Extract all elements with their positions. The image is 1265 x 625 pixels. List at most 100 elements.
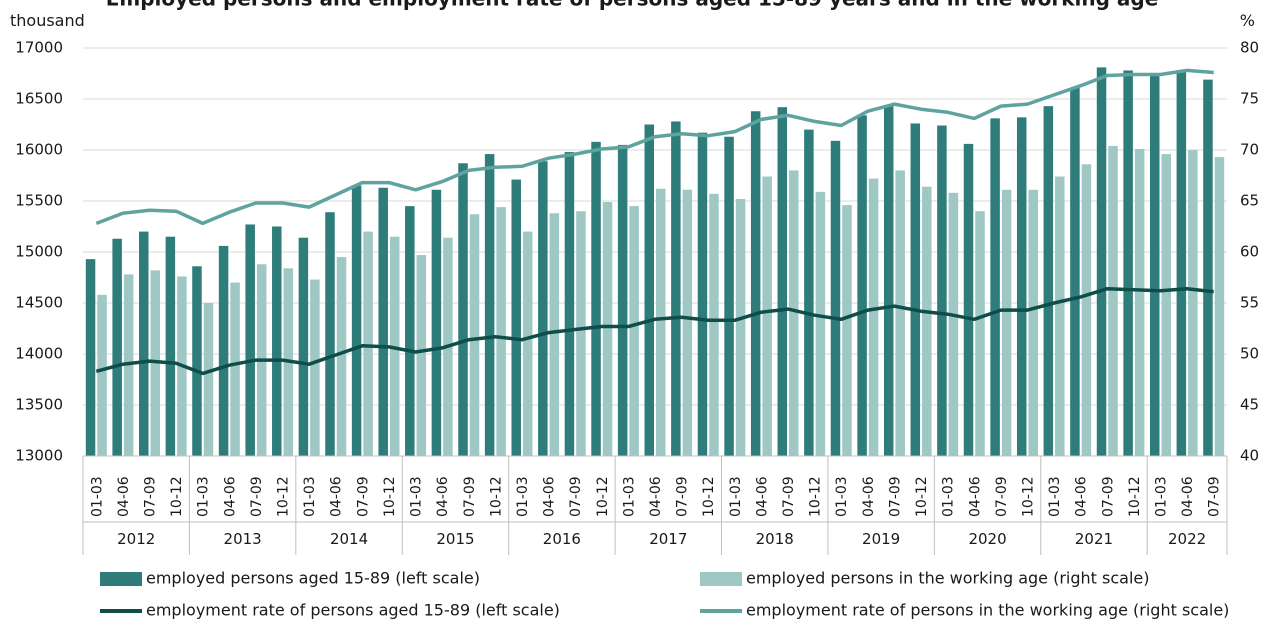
x-tick-label: 07-09 (887, 476, 903, 517)
bar-employed-working-age (895, 170, 905, 456)
bar-employed-15-89 (1070, 87, 1080, 456)
bar-employed-working-age (496, 207, 506, 456)
x-tick-label: 04-06 (967, 476, 983, 517)
year-label: 2022 (1168, 530, 1206, 548)
x-tick-label: 10-12 (914, 476, 930, 517)
bar-employed-15-89 (857, 115, 867, 456)
left-tick-label: 13500 (15, 396, 63, 414)
x-tick-label: 01-03 (409, 476, 425, 517)
right-tick-label: 60 (1240, 243, 1259, 261)
legend-label: employed persons aged 15-89 (left scale) (146, 569, 480, 588)
year-label: 2014 (330, 530, 368, 548)
year-label: 2018 (756, 530, 794, 548)
x-tick-label: 01-03 (834, 476, 850, 517)
legend-label: employment rate of persons in the workin… (746, 601, 1229, 620)
bar-employed-working-age (230, 282, 240, 456)
bar-employed-working-age (549, 213, 560, 456)
year-label: 2017 (649, 530, 687, 548)
bar-employed-15-89 (724, 136, 734, 457)
x-tick-label: 01-03 (196, 476, 212, 517)
x-tick-label: 07-09 (994, 476, 1010, 517)
bar-employed-working-age (1188, 150, 1198, 456)
right-tick-label: 50 (1240, 345, 1259, 363)
bar-employed-working-age (948, 192, 959, 456)
left-tick-label: 14500 (15, 294, 63, 312)
line-rate-working-age (95, 68, 1214, 226)
bar-employed-15-89 (910, 123, 921, 456)
bar-marks (85, 67, 1225, 457)
bar-employed-15-89 (1016, 117, 1027, 457)
bar-employed-working-age (203, 303, 214, 456)
right-tick-label: 55 (1240, 294, 1259, 312)
bar-employed-working-age (735, 198, 746, 456)
left-tick-label: 13000 (15, 447, 63, 465)
bar-employed-15-89 (298, 237, 309, 456)
x-tick-label: 07-09 (781, 476, 797, 517)
right-axis-ticks: 40 45 50 55 60 65 70 75 80 (1240, 39, 1259, 465)
legend: employed persons aged 15-89 (left scale)… (100, 569, 1229, 620)
bar-employed-working-age (1001, 189, 1012, 456)
bar-employed-working-age (789, 170, 799, 456)
x-tick-label: 04-06 (435, 476, 451, 517)
bar-employed-working-age (97, 294, 107, 456)
bar-employed-15-89 (1149, 75, 1160, 456)
bar-employed-working-age (469, 214, 480, 456)
left-tick-label: 17000 (15, 39, 63, 57)
bar-employed-working-age (1081, 164, 1092, 456)
bar-employed-working-age (682, 189, 693, 456)
bar-employed-working-age (1055, 176, 1065, 456)
bar-employed-15-89 (617, 144, 628, 456)
bar-employed-15-89 (830, 140, 841, 456)
legend-swatch (700, 572, 742, 586)
bar-employed-15-89 (218, 245, 229, 456)
bar-employed-15-89 (564, 152, 575, 457)
year-label: 2012 (117, 530, 155, 548)
bar-employed-working-age (629, 206, 639, 456)
x-tick-label: 04-06 (1180, 476, 1196, 517)
x-tick-label: 07-09 (462, 476, 478, 517)
x-tick-label: 07-09 (355, 476, 371, 517)
x-tick-label: 07-09 (143, 476, 159, 517)
left-tick-label: 15500 (15, 192, 63, 210)
bar-employed-15-89 (192, 266, 202, 456)
bar-employed-15-89 (405, 206, 415, 456)
bar-employed-15-89 (937, 125, 947, 457)
right-tick-label: 45 (1240, 396, 1259, 414)
left-axis-unit: thousand (10, 11, 85, 30)
line-rate-15-89 (95, 286, 1214, 376)
right-axis-unit: % (1240, 11, 1255, 30)
bar-employed-15-89 (671, 121, 681, 456)
year-label: 2019 (862, 530, 900, 548)
x-tick-label: 04-06 (861, 476, 877, 517)
bar-employed-working-age (975, 211, 985, 456)
bar-employed-working-age (656, 188, 666, 456)
bar-employed-15-89 (112, 238, 122, 456)
bar-employed-working-age (602, 202, 613, 456)
x-tick-label: 07-09 (249, 476, 265, 517)
bar-employed-working-age (1161, 154, 1171, 456)
x-tick-label: 01-03 (1154, 476, 1170, 517)
bar-employed-15-89 (139, 231, 149, 456)
bar-employed-working-age (416, 255, 427, 456)
x-tick-label: 04-06 (542, 476, 558, 517)
bar-employed-working-age (842, 205, 852, 456)
bar-employed-working-age (522, 231, 533, 456)
bar-employed-15-89 (1043, 106, 1054, 456)
bar-employed-working-age (709, 193, 719, 457)
left-tick-label: 15000 (15, 243, 63, 261)
right-tick-label: 75 (1240, 90, 1259, 108)
x-tick-label: 07-09 (675, 476, 691, 517)
x-tick-label: 01-03 (728, 476, 744, 517)
bar-employed-15-89 (1176, 71, 1187, 457)
left-tick-label: 14000 (15, 345, 63, 363)
right-tick-label: 65 (1240, 192, 1259, 210)
legend-label: employed persons in the working age (rig… (746, 569, 1149, 588)
bar-employed-working-age (310, 279, 320, 456)
year-label: 2016 (543, 530, 581, 548)
x-tick-label: 04-06 (754, 476, 770, 517)
x-tick-label: 10-12 (808, 476, 824, 517)
x-tick-label: 10-12 (595, 476, 611, 517)
x-tick-label: 04-06 (222, 476, 238, 517)
x-tick-label: 10-12 (1021, 476, 1037, 517)
